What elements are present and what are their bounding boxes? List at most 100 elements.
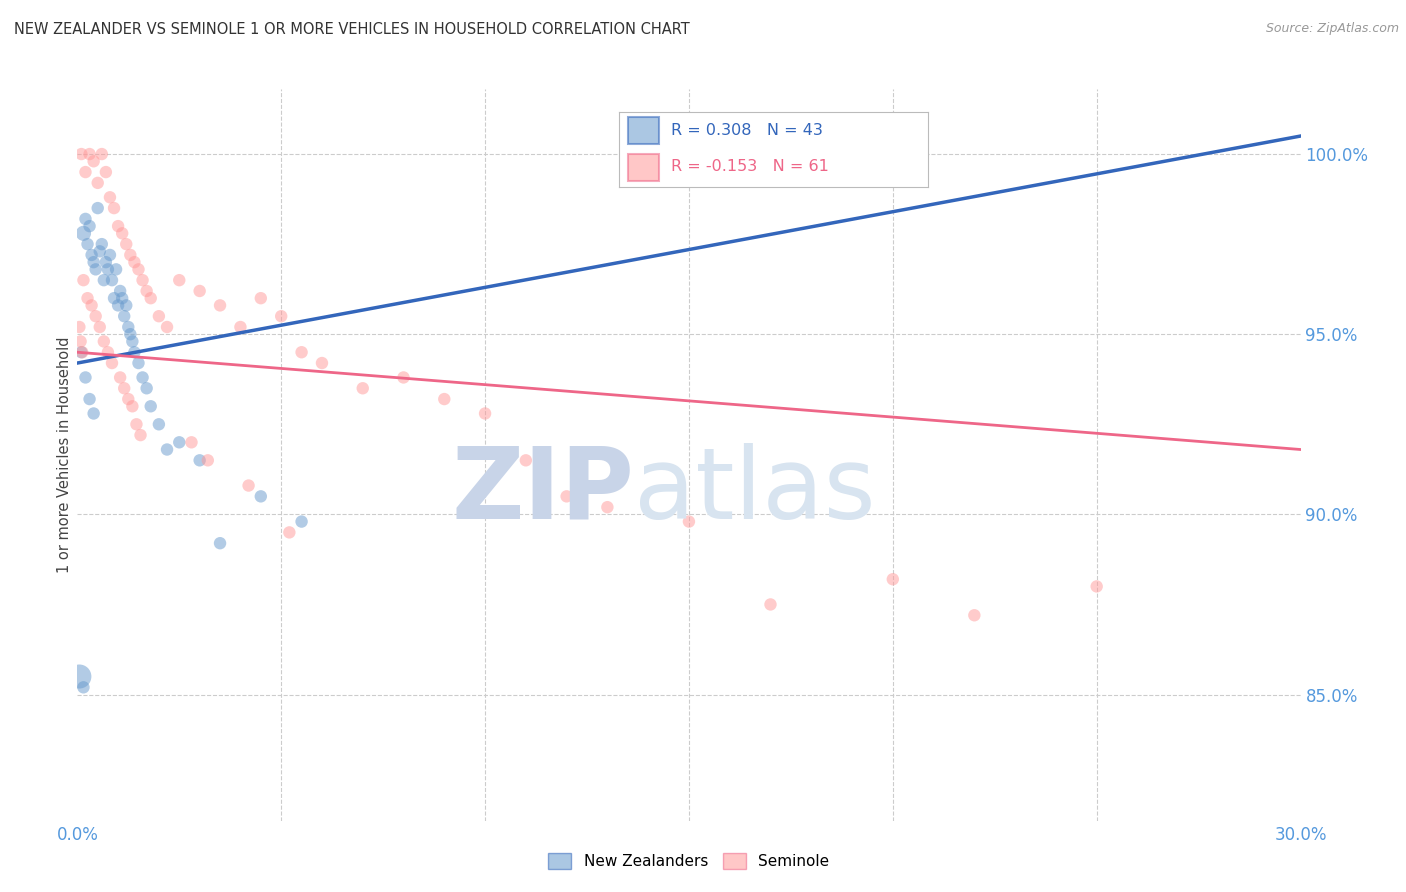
Point	[139, 291, 162, 305]
Point	[90, 237, 112, 252]
Point	[101, 273, 124, 287]
Point	[108, 284, 131, 298]
Point	[209, 536, 232, 550]
Point	[555, 489, 578, 503]
Point	[139, 399, 162, 413]
Point	[67, 669, 90, 683]
Text: Source: ZipAtlas.com: Source: ZipAtlas.com	[1265, 22, 1399, 36]
Point	[94, 255, 117, 269]
Point	[83, 407, 105, 421]
Point	[117, 392, 139, 406]
Point	[197, 453, 219, 467]
Point	[188, 284, 211, 298]
Point	[111, 227, 134, 241]
Text: R = -0.153   N = 61: R = -0.153 N = 61	[671, 160, 830, 174]
Point	[70, 345, 93, 359]
Point	[229, 320, 252, 334]
Point	[124, 255, 146, 269]
Point	[103, 291, 125, 305]
Point	[115, 237, 138, 252]
Point	[111, 291, 134, 305]
Point	[125, 417, 148, 432]
Point	[148, 417, 170, 432]
Point	[107, 298, 129, 312]
Point	[238, 478, 260, 492]
Point	[89, 320, 111, 334]
Point	[1085, 579, 1108, 593]
Point	[120, 327, 142, 342]
Point	[72, 273, 94, 287]
Point	[250, 291, 273, 305]
Point	[515, 453, 537, 467]
Point	[84, 309, 107, 323]
Point	[101, 356, 124, 370]
Point	[124, 345, 146, 359]
Point	[156, 442, 179, 457]
Point	[79, 147, 101, 161]
Point	[188, 453, 211, 467]
Point	[112, 381, 135, 395]
Point	[156, 320, 179, 334]
Point	[83, 255, 105, 269]
Y-axis label: 1 or more Vehicles in Household: 1 or more Vehicles in Household	[56, 336, 72, 574]
Point	[131, 273, 153, 287]
Point	[94, 165, 117, 179]
Point	[97, 345, 120, 359]
Point	[129, 428, 152, 442]
Text: NEW ZEALANDER VS SEMINOLE 1 OR MORE VEHICLES IN HOUSEHOLD CORRELATION CHART: NEW ZEALANDER VS SEMINOLE 1 OR MORE VEHI…	[14, 22, 690, 37]
Point	[107, 219, 129, 233]
Point	[112, 309, 135, 323]
Point	[117, 320, 139, 334]
Point	[882, 572, 904, 586]
Point	[83, 154, 105, 169]
Point	[98, 248, 121, 262]
Point	[121, 334, 143, 349]
Point	[596, 500, 619, 515]
Point	[278, 525, 301, 540]
Point	[72, 227, 94, 241]
Point	[75, 370, 97, 384]
Point	[169, 435, 191, 450]
Point	[678, 515, 700, 529]
Point	[75, 165, 97, 179]
Legend: New Zealanders, Seminole: New Zealanders, Seminole	[543, 847, 835, 875]
Point	[180, 435, 202, 450]
Point	[128, 262, 150, 277]
Text: ZIP: ZIP	[451, 443, 634, 540]
Point	[93, 334, 115, 349]
Point	[169, 273, 191, 287]
Point	[69, 334, 91, 349]
Point	[76, 291, 98, 305]
Point	[128, 356, 150, 370]
Point	[759, 598, 782, 612]
Point	[433, 392, 456, 406]
Point	[311, 356, 333, 370]
Point	[90, 147, 112, 161]
Point	[148, 309, 170, 323]
Point	[105, 262, 128, 277]
Point	[352, 381, 374, 395]
Point	[209, 298, 232, 312]
Point	[115, 298, 138, 312]
Point	[75, 211, 97, 226]
Point	[98, 190, 121, 204]
Point	[67, 320, 90, 334]
Point	[120, 248, 142, 262]
Point	[79, 219, 101, 233]
Point	[89, 244, 111, 259]
Point	[70, 345, 93, 359]
Point	[93, 273, 115, 287]
Point	[108, 370, 131, 384]
Text: R = 0.308   N = 43: R = 0.308 N = 43	[671, 123, 823, 138]
Point	[392, 370, 415, 384]
Point	[270, 309, 292, 323]
Point	[76, 237, 98, 252]
Point	[87, 176, 110, 190]
Point	[963, 608, 986, 623]
Point	[84, 262, 107, 277]
Bar	[628, 154, 659, 181]
Point	[80, 248, 103, 262]
Point	[291, 345, 314, 359]
Point	[87, 201, 110, 215]
Point	[80, 298, 103, 312]
